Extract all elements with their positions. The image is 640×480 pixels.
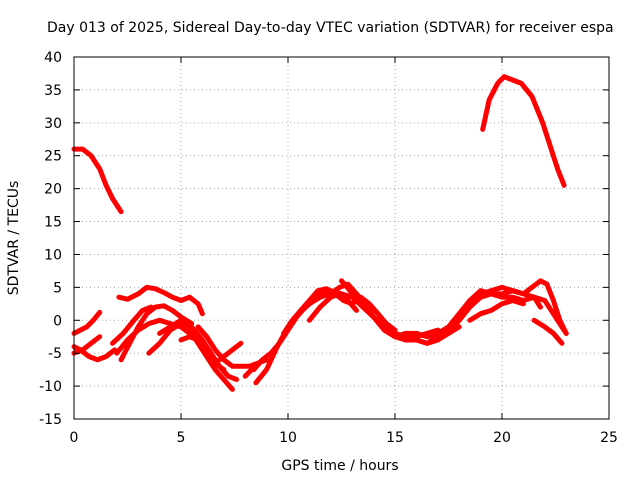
series-track-25: [531, 317, 565, 346]
series-track-14: [217, 340, 244, 363]
y-tick-label: 25: [44, 149, 62, 165]
series-track-3: [71, 309, 103, 336]
data-series: [71, 74, 569, 392]
series-track-13: [195, 324, 270, 369]
series-track-15: [242, 367, 255, 379]
series-track-12: [178, 334, 227, 373]
x-tick-label: 25: [600, 430, 618, 446]
series-track-2: [480, 74, 567, 188]
y-tick-label: -5: [48, 346, 62, 362]
y-axis-title: SDTVAR / TECUs: [6, 181, 22, 296]
x-axis-tick-labels: 0 5 10 15 20 25: [70, 430, 618, 446]
x-tick-label: 0: [70, 430, 79, 446]
plot-frame: [73, 56, 610, 420]
series-track-1: [71, 146, 124, 215]
x-tick-label: 20: [493, 430, 511, 446]
series-track-5: [71, 344, 118, 363]
y-tick-label: -15: [39, 412, 62, 428]
y-tick-label: 20: [44, 182, 62, 198]
series-track-19: [306, 291, 359, 323]
y-tick-label: 35: [44, 83, 62, 99]
series-track-11: [157, 317, 240, 382]
series-track-24: [467, 298, 526, 323]
series-track-20: [339, 278, 359, 303]
y-axis-tick-labels: -15 -10 -5 0 5 10 15 20 25 30 35 40: [39, 50, 62, 428]
y-tick-label: 15: [44, 215, 62, 231]
y-tick-label: 30: [44, 116, 62, 132]
series-track-6: [116, 284, 205, 317]
y-tick-label: 10: [44, 247, 62, 263]
x-tick-label: 10: [279, 430, 297, 446]
y-tick-label: 40: [44, 50, 62, 66]
series-track-8: [110, 304, 154, 346]
grid-lines: [74, 57, 609, 419]
series-track-18: [281, 286, 398, 336]
chart-title: Day 013 of 2025, Sidereal Day-to-day VTE…: [47, 20, 614, 36]
x-axis-title: GPS time / hours: [281, 458, 398, 474]
y-tick-label: -10: [39, 379, 62, 395]
axis-ticks: [73, 56, 610, 420]
series-track-23: [446, 288, 543, 336]
y-tick-label: 0: [53, 313, 62, 329]
y-tick-label: 5: [53, 280, 62, 296]
x-tick-label: 15: [386, 430, 404, 446]
x-tick-label: 5: [177, 430, 186, 446]
